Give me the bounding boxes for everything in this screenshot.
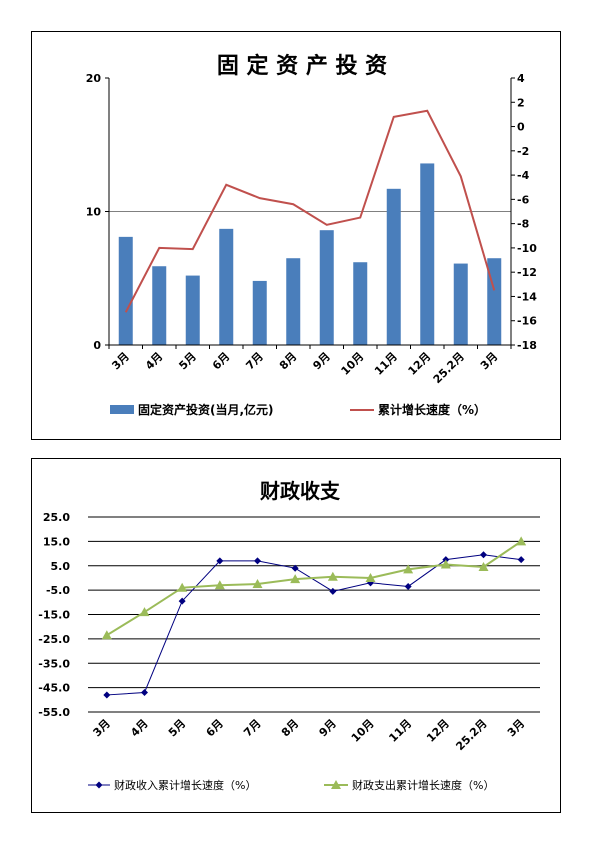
chart-title: 固 定 资 产 投 资 [217,53,387,79]
expenditure-point [252,579,263,589]
x-tick-label: 25.2月 [453,717,489,753]
x-tick-label: 8月 [279,717,301,739]
x-tick-label: 10月 [349,717,377,745]
y-right-tick-label: 4 [517,72,525,85]
y-left-tick-label: 0 [93,339,101,352]
chart-title: 财政收支 [260,479,341,503]
y-right-tick-label: -4 [517,169,530,182]
bar [453,263,468,345]
x-tick-label: 4月 [143,350,165,372]
y-right-tick-label: -16 [517,315,537,328]
revenue-line [106,554,522,696]
legend-expenditure-label: 财政支出累计增长速度（%） [352,778,494,792]
legend-revenue-marker [95,781,103,789]
x-tick-label: 6月 [204,717,226,739]
fiscal-chart: 财政收支 25.0 15.0 5.0 -5.0 -15.0 -25.0 -35.0 -45.0… [38,479,540,792]
y-tick-label: -35.0 [38,657,70,670]
x-tick-label: 7月 [241,717,263,739]
y-left-tick-label: 20 [86,72,102,85]
y-tick-label: -45.0 [38,682,70,695]
x-tick-label: 9月 [317,717,339,739]
y-right-tick-label: -18 [517,339,537,352]
legend-line-label: 累计增长速度（%） [378,402,486,417]
x-tick-label: 10月 [339,350,367,378]
bar [286,258,301,345]
y-right-tick-label: 0 [517,121,525,134]
expenditure-point [177,582,188,592]
x-tick-label: 5月 [176,350,198,372]
bar [185,275,200,345]
legend-bar-swatch [110,405,134,414]
x-tick-label: 11月 [372,350,400,378]
x-tick-label: 11月 [386,717,414,745]
y-tick-label: -25.0 [38,633,70,646]
revenue-point [291,564,299,572]
x-tick-label: 3月 [505,717,527,739]
x-tick-label: 3月 [91,717,113,739]
growth-line [124,109,496,313]
revenue-point [254,557,261,565]
y-right-tick-label: -12 [517,266,537,279]
bar [386,188,401,345]
expenditure-point [290,574,301,584]
expenditure-point [365,572,376,582]
x-tick-label: 4月 [128,717,150,739]
legend-expenditure-marker [331,780,341,789]
x-tick-label: 25.2月 [431,350,467,386]
expenditure-line [106,540,522,637]
y-right-tick-label: -8 [517,218,529,231]
x-tick-label: 3月 [478,350,500,372]
x-tick-label: 6月 [210,350,232,372]
y-right-tick-label: -14 [517,290,537,303]
expenditure-point [516,536,527,546]
revenue-point [329,587,337,595]
y-right-tick-label: -6 [517,193,530,206]
revenue-point [216,557,224,565]
x-tick-label: 8月 [277,350,299,372]
expenditure-point [327,571,338,581]
revenue-point [480,551,487,559]
x-tick-label: 3月 [109,350,131,372]
x-tick-label: 5月 [166,717,188,739]
y-tick-label: -15.0 [38,609,70,622]
y-tick-label: 25.0 [43,511,70,524]
revenue-point [178,597,186,605]
x-tick-label: 9月 [310,350,332,372]
fiscal-chart-panel: 财政收支 25.0 15.0 5.0 -5.0 -15.0 -25.0 -35.0 -45.0… [31,458,561,813]
expenditure-point [440,559,451,569]
y-tick-label: 15.0 [43,535,70,548]
legend-revenue-label: 财政收入累计增长速度（%） [114,778,256,792]
bar [353,262,368,345]
y-left-tick-label: 10 [86,206,102,219]
revenue-point [103,691,111,699]
y-right-tick-label: 2 [517,96,525,109]
legend-bar-label: 固定资产投资(当月,亿元) [138,402,274,417]
bar [152,266,167,345]
expenditure-point [101,630,112,640]
bar [252,280,267,345]
expenditure-point [214,580,225,590]
x-tick-label: 12月 [424,717,452,745]
bar [319,230,334,345]
expenditure-point [139,607,150,617]
y-right-tick-label: -10 [517,242,537,255]
fixed-asset-investment-chart-panel: 固 定 资 产 投 资 0 10 20 4 2 0 -2 -4 -6 -8 -10 -12 -14 -16… [31,31,561,440]
bar [420,163,435,345]
expenditure-point [478,561,489,571]
y-right-tick-label: -2 [517,145,529,158]
y-tick-label: -5.0 [46,584,70,597]
bar [219,228,234,345]
y-tick-label: -55.0 [38,706,70,719]
revenue-point [517,556,525,564]
bar [118,236,133,345]
x-tick-label: 12月 [406,350,434,378]
y-tick-label: 5.0 [51,560,71,573]
revenue-point [404,582,412,590]
revenue-point [141,689,148,696]
expenditure-point [403,564,414,574]
x-tick-label: 7月 [243,350,265,372]
